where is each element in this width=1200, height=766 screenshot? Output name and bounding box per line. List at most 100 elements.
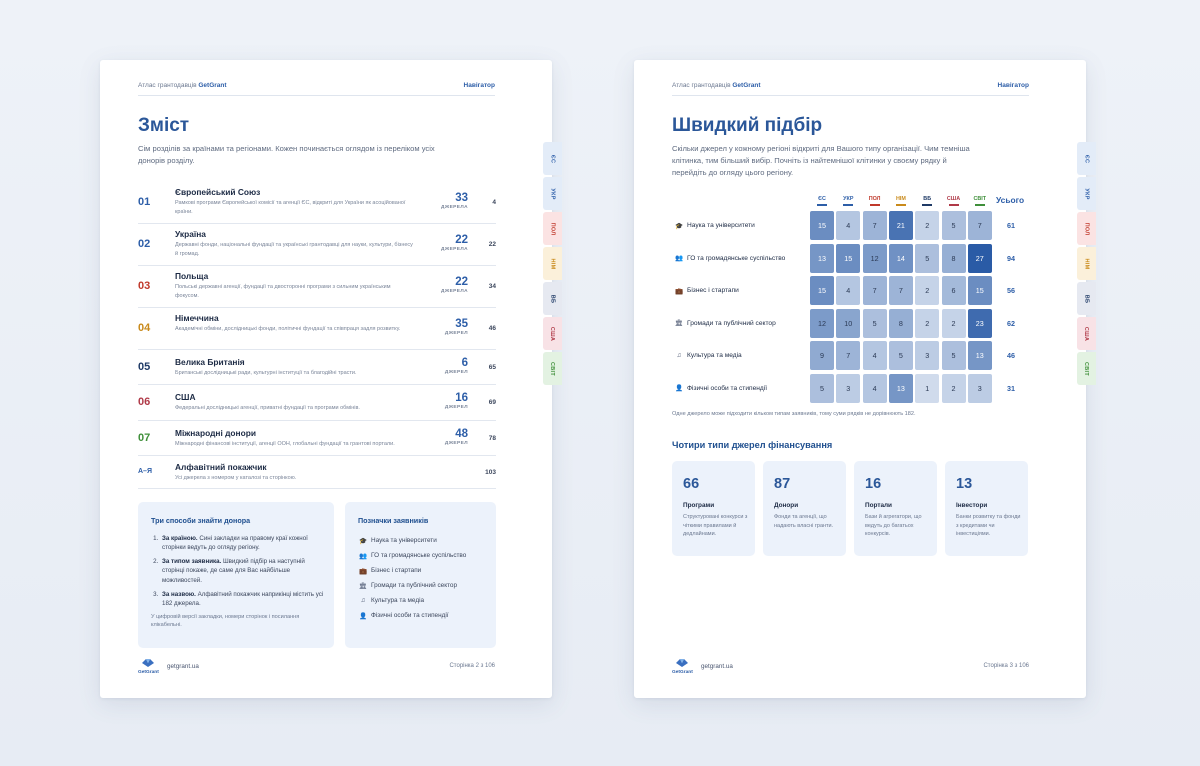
- heatmap-cell[interactable]: 13: [888, 373, 913, 403]
- heatmap-cell[interactable]: 5: [810, 373, 834, 403]
- heatmap-cell[interactable]: 4: [836, 211, 861, 240]
- row-label-text: Фізичні особи та стипендії: [687, 384, 768, 392]
- heatmap-cell[interactable]: 7: [836, 341, 861, 370]
- heatmap-cell[interactable]: 12: [862, 243, 887, 273]
- region-tab[interactable]: СВІТ: [1077, 352, 1096, 385]
- heatmap-cell[interactable]: 2: [915, 276, 940, 305]
- region-tab[interactable]: НІМ: [543, 247, 562, 280]
- heatmap-cell[interactable]: 4: [836, 276, 861, 305]
- toc-row[interactable]: 04 Німеччина Академічні обміни, дослідниць…: [138, 308, 496, 350]
- heatmap-cell[interactable]: 3: [836, 373, 861, 403]
- region-tab[interactable]: ЄС: [1077, 142, 1096, 175]
- heatmap-cell[interactable]: 13: [810, 243, 834, 273]
- region-tab[interactable]: ПОЛ: [543, 212, 562, 245]
- heatmap-cell[interactable]: 23: [967, 308, 992, 338]
- heatmap-cell[interactable]: 5: [941, 341, 966, 370]
- legend-label: Наука та університети: [371, 537, 437, 544]
- heatmap-cell[interactable]: 7: [888, 276, 913, 305]
- heatmap-cell[interactable]: 13: [967, 341, 992, 370]
- heatmap-cell[interactable]: 2: [941, 373, 966, 403]
- region-tab[interactable]: ЄС: [543, 142, 562, 175]
- heatmap-cell[interactable]: 15: [967, 276, 992, 305]
- heatmap-cell[interactable]: 5: [862, 308, 887, 338]
- legend-label: Бізнес і стартапи: [371, 567, 422, 574]
- heatmap-cell[interactable]: 7: [862, 276, 887, 305]
- heatmap-cell[interactable]: 2: [941, 308, 966, 338]
- toc-row[interactable]: 03 Польща Польські державні агенції, фунда…: [138, 266, 496, 308]
- heatmap-cell[interactable]: 7: [862, 211, 887, 240]
- toc-row[interactable]: 05 Велика Британія Британські дослідницькі…: [138, 350, 496, 385]
- heatmap-cell[interactable]: 5: [941, 211, 966, 240]
- heatmap-cell[interactable]: 15: [810, 211, 834, 240]
- heatmap-row-label: 🎓 Наука та університети: [674, 211, 755, 240]
- toc-page-number[interactable]: 69: [488, 399, 496, 406]
- region-tab[interactable]: УКР: [1077, 177, 1096, 210]
- region-tab[interactable]: ПОЛ: [1077, 212, 1096, 245]
- ways-item: За країною. Сині закладки на правому кра…: [160, 534, 324, 553]
- toc-title: США: [175, 392, 196, 402]
- heatmap-cell[interactable]: 27: [967, 243, 992, 273]
- heatmap-cell[interactable]: 2: [915, 211, 940, 240]
- toc-page-number[interactable]: 22: [488, 241, 496, 248]
- toc-page-number[interactable]: 34: [488, 283, 496, 290]
- toc-page-number[interactable]: 65: [488, 363, 496, 371]
- toc-description: Державні фонди, національні фундації та …: [175, 242, 413, 257]
- heatmap-cell[interactable]: 9: [810, 341, 834, 370]
- heatmap-cell[interactable]: 7: [967, 211, 992, 240]
- region-tab[interactable]: НІМ: [1077, 247, 1096, 280]
- ways-item-text: Швидкий підбір на наступній сторінці пок…: [162, 558, 305, 584]
- legend-item: ♫ Культура та медіа: [358, 593, 496, 608]
- toc-row[interactable]: 07 Міжнародні донори Міжнародні фінансові …: [138, 421, 496, 456]
- toc-page-number[interactable]: 46: [488, 325, 496, 332]
- region-tab[interactable]: СВІТ: [543, 352, 562, 385]
- heatmap-cell[interactable]: 21: [888, 211, 913, 240]
- toc-row[interactable]: 06 США Федеральні дослідницькі агенції, пр…: [138, 385, 496, 421]
- heatmap-cell[interactable]: 4: [862, 341, 887, 370]
- region-tab[interactable]: США: [543, 317, 562, 350]
- region-tab-label: ПОЛ: [1083, 222, 1090, 235]
- briefcase-icon: 💼: [674, 287, 684, 295]
- region-tab[interactable]: ВБ: [543, 282, 562, 315]
- heatmap-cell[interactable]: 5: [888, 341, 913, 370]
- legend-item: 👤 Фізичні особи та стипендії: [358, 608, 496, 623]
- count-value: 6: [461, 356, 468, 369]
- heatmap-cell[interactable]: 3: [915, 341, 940, 370]
- site-link[interactable]: getgrant.ua: [167, 663, 199, 670]
- region-tab-label: ПОЛ: [549, 222, 556, 235]
- toc-page-number[interactable]: 4: [492, 199, 496, 206]
- heatmap-cell[interactable]: 2: [915, 308, 940, 338]
- navigator-link[interactable]: Навігатор: [463, 82, 495, 89]
- toc-row[interactable]: 01 Європейський Союз Рамкові програми Євро…: [138, 182, 496, 224]
- heatmap-cell[interactable]: 8: [888, 308, 913, 338]
- toc-number: 05: [138, 360, 151, 373]
- toc-row[interactable]: А–Я Алфавітний покажчик Усі джерела з номе…: [138, 456, 496, 489]
- navigator-link[interactable]: Навігатор: [997, 82, 1029, 89]
- heatmap-cell[interactable]: 10: [836, 308, 861, 338]
- ways-note: У цифровій версії закладки, номери сторі…: [151, 613, 300, 629]
- heatmap-row-label: 💼 Бізнес і стартапи: [674, 276, 739, 305]
- heatmap-cell[interactable]: 15: [810, 276, 834, 305]
- heatmap-cell[interactable]: 15: [836, 243, 861, 273]
- contents-page: Атлас грантодавців GetGrant Навігатор Зм…: [100, 60, 562, 698]
- toc-page-number[interactable]: 78: [488, 434, 496, 442]
- heatmap-cell[interactable]: 6: [941, 276, 966, 305]
- heatmap-cell[interactable]: 8: [941, 243, 966, 273]
- heatmap-cell[interactable]: 3: [967, 373, 992, 403]
- ways-list: За країною. Сині закладки на правому кра…: [160, 534, 324, 608]
- toc-page-number[interactable]: 103: [485, 468, 496, 476]
- region-tab[interactable]: США: [1077, 317, 1096, 350]
- region-tab[interactable]: УКР: [543, 177, 562, 210]
- heatmap-cell[interactable]: 14: [888, 243, 913, 273]
- toc-row[interactable]: 02 Україна Державні фонди, національні фун…: [138, 224, 496, 266]
- heatmap-cell[interactable]: 1: [915, 373, 940, 403]
- heatmap-cell[interactable]: 12: [810, 308, 834, 338]
- region-tabs: ЄС УКР ПОЛ НІМ ВБ США СВІТ: [543, 142, 562, 387]
- heatmap-cell[interactable]: 4: [862, 373, 887, 403]
- count-value: 35: [455, 318, 468, 330]
- site-link[interactable]: getgrant.ua: [701, 663, 733, 670]
- heatmap-cell[interactable]: 5: [915, 243, 940, 273]
- toc-source-count: 6 ДЖЕРЕЛ: [445, 357, 468, 375]
- region-tab[interactable]: ВБ: [1077, 282, 1096, 315]
- row-label-text: Культура та медіа: [687, 352, 742, 359]
- region-tab-label: ВБ: [1083, 294, 1090, 303]
